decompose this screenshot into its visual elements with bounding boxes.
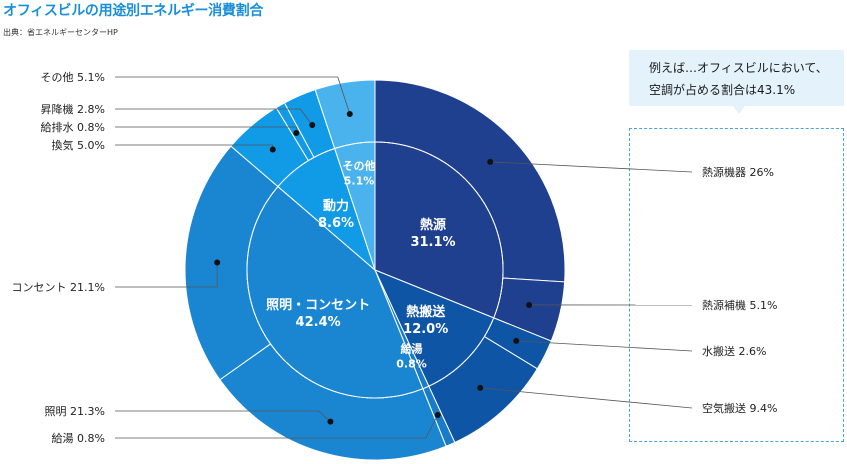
ring-divider	[246, 141, 504, 399]
outer-label-6: コンセント 21.1%	[12, 281, 105, 294]
outer-label-3: 空気搬送 9.4%	[702, 401, 777, 415]
outer-label-4: 給湯 0.8%	[52, 431, 105, 445]
callout-line-2: 空調が占める割合は43.1%	[649, 83, 796, 97]
outer-label-0: 熱源機器 26%	[702, 165, 774, 179]
outer-label-7: 換気 5.0%	[52, 138, 105, 152]
leader-dot-0	[487, 158, 494, 165]
leader-dot-2	[513, 337, 520, 344]
leader-dot-9	[309, 121, 316, 128]
inner-value-4: 8.6%	[318, 216, 354, 231]
outer-label-10: その他 5.1%	[41, 71, 105, 84]
leader-dot-3	[477, 384, 484, 391]
outer-label-1: 熱源補機 5.1%	[702, 298, 777, 312]
leader-line-9	[115, 108, 313, 126]
leader-line-3	[480, 387, 693, 409]
hvac-callout: 例えば…オフィスビルにおいて、 空調が占める割合は43.1%	[629, 50, 844, 106]
callout-tail	[733, 106, 745, 114]
leader-dot-4	[434, 412, 441, 419]
outer-label-5: 照明 21.3%	[45, 405, 105, 418]
inner-value-5: 5.1%	[344, 174, 375, 187]
inner-value-1: 12.0%	[403, 322, 448, 337]
leader-line-2	[516, 340, 693, 352]
inner-value-2: 0.8%	[396, 357, 427, 370]
leader-dot-6	[214, 259, 221, 266]
chart-title: オフィスビルの用途別エネルギー消費割合	[3, 3, 264, 19]
inner-label-3: 照明・コンセント	[266, 298, 370, 313]
leader-dot-5	[327, 418, 334, 425]
leader-dot-7	[269, 146, 276, 153]
leader-dot-10	[346, 111, 353, 118]
leader-dot-1	[526, 301, 533, 308]
inner-label-0: 熱源	[420, 217, 446, 233]
outer-label-9: 昇降機 2.8%	[41, 102, 105, 116]
inner-label-2: 給湯	[401, 341, 423, 355]
leader-line-6	[115, 262, 218, 288]
leader-dot-8	[293, 130, 300, 137]
leader-line-5	[115, 410, 331, 422]
inner-label-5: その他	[343, 158, 376, 172]
hvac-group-box	[629, 128, 844, 442]
leader-line-0	[490, 161, 693, 173]
inner-label-4: 動力	[323, 198, 349, 214]
inner-value-0: 31.1%	[410, 235, 455, 250]
inner-value-3: 42.4%	[296, 315, 341, 330]
outer-label-8: 給排水 0.8%	[41, 120, 105, 134]
inner-label-1: 熱搬送	[406, 304, 446, 320]
leader-line-10	[115, 76, 351, 115]
outer-label-2: 水搬送 2.6%	[702, 344, 766, 358]
chart-source: 出典：省エネルギーセンターHP	[3, 28, 118, 37]
leader-line-4	[115, 414, 439, 439]
callout-line-1: 例えば…オフィスビルにおいて、	[649, 61, 828, 75]
